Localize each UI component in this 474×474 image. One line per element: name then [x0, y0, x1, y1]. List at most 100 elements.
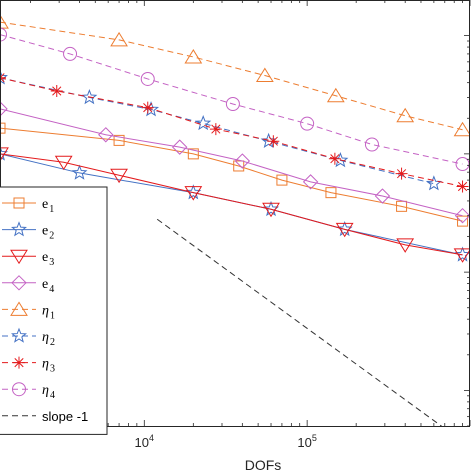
legend-item-eta1: η1: [2, 301, 55, 321]
data-point-e1-1: [113, 134, 125, 146]
legend-label: e4: [42, 277, 54, 295]
data-point-eta2-0: [0, 69, 8, 85]
data-point-e2-2: [185, 184, 202, 200]
series-line-slope: [156, 218, 443, 426]
legend: e1 e2 e3 e4 η1 η2 η3 η4 slope -1: [0, 186, 108, 435]
data-point-e3-7: [453, 248, 470, 263]
data-point-e2-3: [263, 200, 280, 217]
series-e3: [0, 147, 470, 263]
data-point-eta2-6: [425, 175, 442, 191]
data-point-eta1-6: [453, 121, 470, 137]
legend-marker: [12, 382, 26, 397]
data-point-eta4-4: [300, 116, 315, 131]
data-point-e2-5: [454, 246, 470, 262]
data-point-eta4-5: [364, 137, 379, 152]
data-point-e4-2: [172, 139, 188, 155]
data-point-e2-4: [336, 220, 353, 237]
legend-item-e3: e3: [2, 249, 54, 268]
data-point-eta3-7: [456, 180, 469, 193]
data-point-eta3-4: [267, 135, 280, 148]
legend-box: [0, 186, 108, 435]
legend-marker: [11, 327, 27, 343]
data-point-eta3-3: [209, 123, 222, 136]
legend-label: slope -1: [42, 409, 88, 424]
legend-item-slope: slope -1: [2, 409, 88, 424]
series-line-e3: [0, 153, 463, 256]
data-point-eta1-1: [110, 31, 128, 47]
series-line-eta4: [0, 34, 463, 165]
data-point-e1-4: [276, 174, 288, 186]
series-layer: [0, 14, 470, 426]
data-point-eta4-2: [140, 71, 155, 86]
data-point-e1-7: [457, 215, 469, 227]
data-point-eta3-2: [141, 101, 154, 114]
series-eta1: [0, 14, 470, 137]
data-point-e4-5: [374, 188, 391, 204]
data-point-e2-1: [71, 164, 88, 180]
series-line-e1: [0, 127, 463, 222]
legend-label: e3: [42, 250, 54, 268]
data-point-eta1-5: [396, 107, 415, 123]
data-point-eta4-0: [0, 27, 7, 42]
series-e4: [0, 101, 470, 224]
legend-label: η1: [42, 303, 55, 321]
series-eta3: [0, 71, 469, 193]
data-point-e2-0: [0, 145, 8, 161]
series-slope: [156, 218, 443, 426]
legend-item-eta4: η4: [2, 382, 55, 401]
x-axis-label: DOFs: [245, 457, 282, 473]
legend-marker: [10, 301, 28, 316]
data-point-eta3-6: [395, 167, 408, 180]
legend-marker: [11, 275, 27, 291]
legend-label: e1: [42, 197, 54, 215]
data-point-e3-6: [396, 238, 415, 253]
data-point-eta1-0: [0, 14, 9, 29]
data-point-e1-0: [0, 122, 6, 134]
data-point-e4-1: [98, 127, 114, 143]
legend-label: η3: [42, 357, 55, 375]
data-point-e4-3: [234, 153, 251, 169]
series-eta2: [0, 69, 442, 191]
series-line-eta3: [0, 77, 463, 187]
legend-label: η2: [42, 330, 55, 348]
series-line-eta1: [0, 21, 463, 131]
legend-marker: [10, 249, 28, 265]
legend-marker: [13, 356, 25, 369]
data-point-e1-2: [187, 148, 199, 160]
data-point-e4-6: [454, 207, 470, 224]
data-point-e3-5: [335, 222, 354, 238]
legend-item-eta3: η3: [2, 356, 55, 375]
data-point-eta3-1: [50, 85, 63, 98]
legend-label: e2: [42, 224, 54, 242]
data-point-eta2-3: [195, 114, 212, 131]
data-point-eta1-2: [184, 48, 203, 64]
data-point-eta3-5: [328, 152, 341, 165]
data-point-e3-3: [184, 186, 203, 201]
legend-item-e1: e1: [2, 197, 54, 215]
data-point-e4-0: [0, 101, 8, 117]
data-point-e1-6: [396, 200, 408, 212]
data-point-eta2-1: [81, 89, 98, 105]
legend-item-eta2: η2: [2, 327, 55, 348]
x-tick-label: 104: [135, 433, 154, 450]
data-point-e3-4: [262, 202, 280, 218]
data-point-eta1-3: [255, 67, 274, 82]
data-point-eta4-3: [225, 97, 240, 112]
data-point-e3-2: [110, 168, 128, 184]
series-line-e4: [0, 108, 463, 217]
ticks-layer: 104 105: [30, 0, 471, 450]
legend-marker: [11, 221, 27, 237]
legend-label: η4: [42, 383, 55, 401]
data-point-e4-4: [302, 174, 319, 190]
data-point-eta4-1: [63, 46, 78, 61]
data-point-e3-0: [0, 147, 9, 162]
legend-item-e2: e2: [2, 221, 54, 242]
data-point-eta1-4: [326, 87, 345, 103]
legend-item-e4: e4: [2, 275, 54, 295]
data-point-e1-5: [325, 187, 337, 199]
data-point-e3-1: [54, 155, 73, 171]
x-tick-label: 105: [297, 433, 316, 450]
series-eta4: [0, 27, 470, 172]
legend-marker: [13, 197, 25, 209]
